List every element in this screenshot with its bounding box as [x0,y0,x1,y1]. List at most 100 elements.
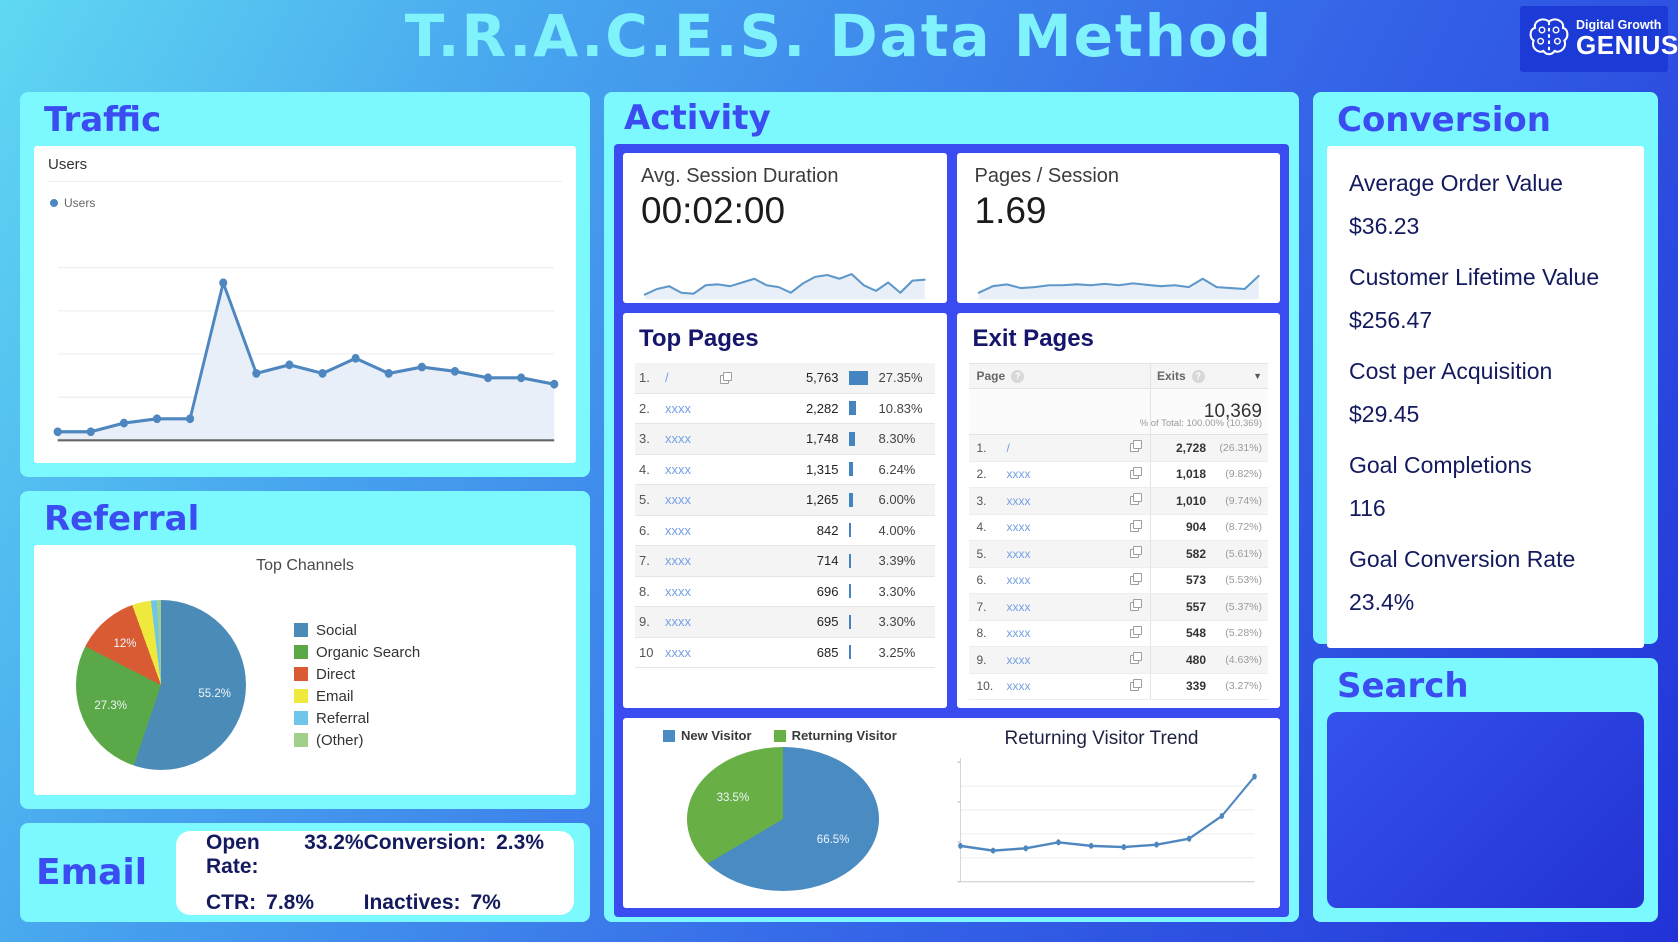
email-stat: Inactives: 7% [364,891,544,915]
row-rank: 9. [639,614,650,630]
percent-bar-fill [848,370,869,385]
open-page-icon[interactable] [1130,572,1142,585]
table-row: 4. xxxx 904 (8.72%) [968,514,1268,541]
legend-swatch-icon [294,711,308,725]
legend-label: Referral [316,709,370,727]
top-pages-card: Top Pages 1. / 5,763 27.35% 2. xxxx 2,282 10.83… [623,313,947,708]
page-cell: 2. xxxx [969,462,1151,488]
page-link[interactable]: xxxx [665,431,691,447]
page-link[interactable]: xxxx [1006,546,1031,561]
brain-icon [1528,13,1570,66]
open-page-icon[interactable] [1130,678,1142,691]
page-link[interactable]: xxxx [665,553,691,569]
left-column: Traffic Users Users Referral Top Channel… [20,92,590,922]
open-page-icon[interactable] [1130,493,1142,506]
open-page-icon[interactable] [719,371,732,384]
users-chart-card: Users Users [34,146,576,463]
page-link[interactable]: xxxx [665,492,691,508]
table-row: 7. xxxx 557 (5.37%) [968,594,1268,621]
exits-value: 1,018 [1175,467,1206,482]
page-link[interactable]: xxxx [1006,679,1031,694]
returning-visitor-trend-title: Returning Visitor Trend [1004,728,1199,749]
page-cell: 4. xxxx [969,515,1151,541]
page-link[interactable]: xxxx [1006,652,1031,667]
exit-pages-table: 1. / 2,728 (26.31%) 2. xxxx 1,018 (9.82%) 3. xxxx… [968,435,1268,700]
exits-cell: 2,728 (26.31%) [1150,435,1268,461]
legend-item: Direct [294,666,420,683]
sort-descending-icon[interactable]: ▼ [1253,371,1262,381]
activity-heading: Activity [624,98,771,138]
page-link[interactable]: xxxx [1006,520,1031,535]
page-link[interactable]: xxxx [665,583,691,599]
legend-label: (Other) [316,731,364,749]
stat-value: 7.8% [266,890,315,914]
percent-bar [848,645,879,660]
legend-swatch-icon [294,623,308,637]
page-link[interactable]: xxxx [665,522,691,538]
row-rank: 8. [639,583,650,599]
row-rank: 6. [976,573,987,588]
exits-percent: (4.63%) [1225,653,1262,666]
row-rank: 3. [639,431,650,447]
pageviews-value: 1,265 [805,492,839,508]
exit-pages-total-row: 10,369 % of Total: 100.00% (10,369) [968,389,1268,435]
legend-item: New Visitor [663,728,752,743]
table-row: 3. xxxx 1,010 (9.74%) [968,488,1268,515]
percent-bar [848,584,879,599]
open-page-icon[interactable] [1130,466,1142,479]
row-rank: 2. [976,467,987,482]
pageviews-value: 695 [816,614,839,630]
exits-percent: (8.72%) [1225,521,1262,534]
page-cell: 10. xxxx [969,674,1151,700]
conversion-metric: Cost per Acquisition $29.45 [1349,350,1622,435]
table-row: 8. xxxx 696 3.30% [635,577,935,607]
page-link[interactable]: xxxx [1006,626,1031,641]
row-spacer [1130,678,1142,694]
logo-line2: GENIUS [1576,29,1678,60]
table-row: 1. / 5,763 27.35% [635,363,935,394]
exits-value: 2,728 [1175,440,1206,455]
table-row: 10. xxxx 339 (3.27%) [968,673,1268,700]
open-page-icon[interactable] [1130,652,1142,665]
stat-value: 7% [470,890,501,914]
help-icon[interactable]: ? [1191,369,1205,383]
pageviews-value: 696 [816,583,839,599]
percent-bar-fill [848,462,854,477]
page-link[interactable]: xxxx [665,614,691,630]
metric-value: $36.23 [1349,212,1420,239]
top-channels-title: Top Channels [256,557,354,574]
percent-bar-fill [848,431,855,446]
exits-cell: 1,018 (9.82%) [1150,461,1268,487]
open-page-icon[interactable] [1130,440,1142,453]
metric-label: Customer Lifetime Value [1349,264,1600,291]
open-page-icon[interactable] [1130,625,1142,638]
page-link[interactable]: xxxx [665,644,691,660]
help-icon[interactable]: ? [1011,369,1025,383]
logo-line1: Digital Growth [1576,17,1662,32]
legend-item: Referral [294,710,420,727]
page-column-label: Page [976,369,1006,383]
pie-slice-label: 66.5% [816,834,850,847]
page-link[interactable]: xxxx [665,400,691,416]
page-link[interactable]: xxxx [1006,467,1031,482]
open-page-icon[interactable] [1130,519,1142,532]
open-page-icon[interactable] [1130,546,1142,559]
legend-item: (Other) [294,732,420,749]
top-channels-pie-chart: 55.2% 27.3% 12% [76,600,246,770]
header: T.R.A.C.E.S. Data Method Digital Growth … [0,0,1678,92]
page-link[interactable]: xxxx [1006,493,1031,508]
stat-value: 2.3% [496,830,544,854]
table-row: 5. xxxx 582 (5.61%) [968,541,1268,568]
open-page-icon[interactable] [1130,599,1142,612]
page-link[interactable]: / [1006,440,1010,455]
top-channels-card: Top Channels 55.2% 27.3% 12% Social Organic… [34,545,576,795]
page-link[interactable]: / [665,370,669,386]
exits-column-header: Exits ? ▼ [1150,364,1268,388]
legend-swatch-icon [773,729,786,742]
page-link[interactable]: xxxx [1006,573,1031,588]
row-spacer [1130,625,1142,641]
page-link[interactable]: xxxx [665,461,691,477]
page-link[interactable]: xxxx [1006,599,1031,614]
exits-percent: (9.74%) [1225,494,1262,507]
row-rank: 3. [976,493,987,508]
